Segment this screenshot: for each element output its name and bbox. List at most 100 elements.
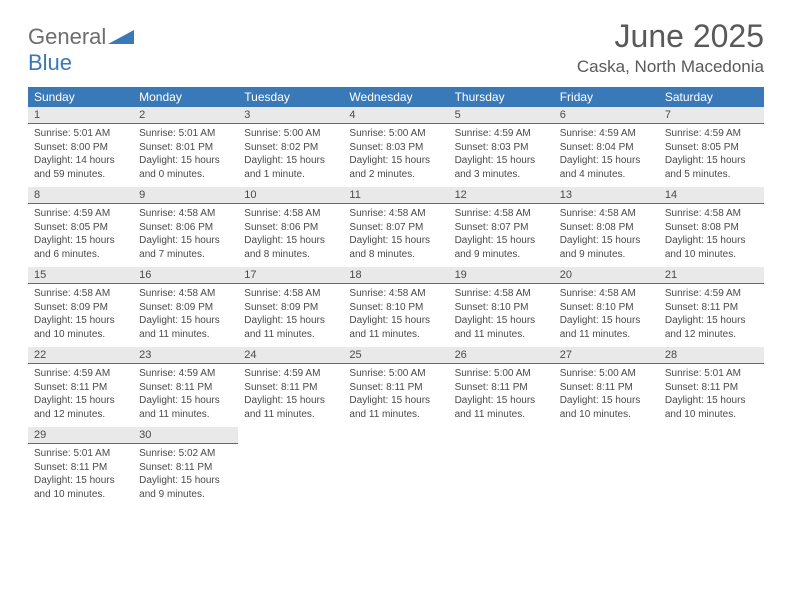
sunrise-text: Sunrise: 4:58 AM [560,207,653,221]
empty-daynum [343,427,448,443]
sunrise-text: Sunrise: 4:58 AM [455,287,548,301]
day-body: Sunrise: 5:01 AMSunset: 8:11 PMDaylight:… [28,444,133,501]
sunrise-text: Sunrise: 5:00 AM [349,127,442,141]
daylight-text: Daylight: 15 hours and 11 minutes. [139,314,232,341]
day-cell: 19 Sunrise: 4:58 AMSunset: 8:10 PMDayligh… [449,267,554,347]
weekday-header: Saturday [659,87,764,107]
logo-word-2: Blue [28,50,72,75]
day-number: 23 [133,347,238,364]
daylight-text: Daylight: 15 hours and 0 minutes. [139,154,232,181]
day-number: 16 [133,267,238,284]
daylight-text: Daylight: 15 hours and 8 minutes. [244,234,337,261]
empty-daynum [238,427,343,443]
day-number: 13 [554,187,659,204]
day-number: 12 [449,187,554,204]
day-number: 3 [238,107,343,124]
day-cell: 14Sunrise: 4:58 AMSunset: 8:08 PMDayligh… [659,187,764,267]
sunset-text: Sunset: 8:05 PM [34,221,127,235]
daylight-text: Daylight: 15 hours and 3 minutes. [455,154,548,181]
sunset-text: Sunset: 8:07 PM [455,221,548,235]
week-row: 29Sunrise: 5:01 AMSunset: 8:11 PMDayligh… [28,427,764,507]
day-body: Sunrise: 4:58 AMSunset: 8:10 PMDaylight:… [554,284,659,341]
daylight-text: Daylight: 15 hours and 11 minutes. [349,314,442,341]
sunrise-text: Sunrise: 4:59 AM [244,367,337,381]
day-number: 24 [238,347,343,364]
day-number: 20 [554,267,659,284]
sunset-text: Sunset: 8:11 PM [139,381,232,395]
daylight-text: Daylight: 15 hours and 11 minutes. [560,314,653,341]
day-cell [238,427,343,507]
day-number: 27 [554,347,659,364]
month-title: June 2025 [577,18,764,55]
day-cell: 9Sunrise: 4:58 AMSunset: 8:06 PMDaylight… [133,187,238,267]
sunrise-text: Sunrise: 4:59 AM [34,367,127,381]
day-body: Sunrise: 4:59 AMSunset: 8:11 PMDaylight:… [133,364,238,421]
day-body: Sunrise: 5:00 AMSunset: 8:02 PMDaylight:… [238,124,343,181]
day-number: 1 [28,107,133,124]
day-number: 22 [28,347,133,364]
day-cell: 22Sunrise: 4:59 AMSunset: 8:11 PMDayligh… [28,347,133,427]
sunrise-text: Sunrise: 4:58 AM [560,287,653,301]
daylight-text: Daylight: 15 hours and 8 minutes. [349,234,442,261]
day-body: Sunrise: 4:58 AMSunset: 8:10 PMDaylight:… [343,284,448,341]
day-number: 14 [659,187,764,204]
day-body: Sunrise: 4:58 AMSunset: 8:09 PMDaylight:… [238,284,343,341]
daylight-text: Daylight: 15 hours and 9 minutes. [139,474,232,501]
calendar-grid: Sunday Monday Tuesday Wednesday Thursday… [28,87,764,507]
sunrise-text: Sunrise: 4:58 AM [244,207,337,221]
daylight-text: Daylight: 15 hours and 11 minutes. [244,314,337,341]
day-cell [659,427,764,507]
sunrise-text: Sunrise: 4:59 AM [455,127,548,141]
day-number: 2 [133,107,238,124]
sunset-text: Sunset: 8:10 PM [349,301,442,315]
day-number: 18 [343,267,448,284]
day-cell: 18Sunrise: 4:58 AMSunset: 8:10 PMDayligh… [343,267,448,347]
day-cell: 26Sunrise: 5:00 AMSunset: 8:11 PMDayligh… [449,347,554,427]
day-number: 5 [449,107,554,124]
sunset-text: Sunset: 8:11 PM [349,381,442,395]
day-body: Sunrise: 5:00 AMSunset: 8:11 PMDaylight:… [554,364,659,421]
day-cell: 15Sunrise: 4:58 AMSunset: 8:09 PMDayligh… [28,267,133,347]
sunset-text: Sunset: 8:10 PM [455,301,548,315]
day-body: Sunrise: 4:58 AMSunset: 8:09 PMDaylight:… [133,284,238,341]
day-number: 7 [659,107,764,124]
day-body: Sunrise: 5:00 AMSunset: 8:11 PMDaylight:… [449,364,554,421]
logo-word-1: General [28,24,106,49]
day-cell: 28Sunrise: 5:01 AMSunset: 8:11 PMDayligh… [659,347,764,427]
daylight-text: Daylight: 15 hours and 12 minutes. [665,314,758,341]
day-number: 19 [449,267,554,284]
day-cell: 10Sunrise: 4:58 AMSunset: 8:06 PMDayligh… [238,187,343,267]
day-cell [554,427,659,507]
week-row: 22Sunrise: 4:59 AMSunset: 8:11 PMDayligh… [28,347,764,427]
sunrise-text: Sunrise: 5:01 AM [665,367,758,381]
page-header: General Blue June 2025 Caska, North Mace… [28,18,764,77]
sunset-text: Sunset: 8:11 PM [455,381,548,395]
day-number: 9 [133,187,238,204]
weekday-header: Thursday [449,87,554,107]
sunset-text: Sunset: 8:08 PM [560,221,653,235]
empty-daynum [449,427,554,443]
sunset-text: Sunset: 8:01 PM [139,141,232,155]
day-cell [449,427,554,507]
daylight-text: Daylight: 15 hours and 11 minutes. [349,394,442,421]
day-number: 26 [449,347,554,364]
week-row: 8Sunrise: 4:59 AMSunset: 8:05 PMDaylight… [28,187,764,267]
day-cell: 11Sunrise: 4:58 AMSunset: 8:07 PMDayligh… [343,187,448,267]
sunrise-text: Sunrise: 5:02 AM [139,447,232,461]
sunrise-text: Sunrise: 4:59 AM [665,287,758,301]
sunset-text: Sunset: 8:09 PM [139,301,232,315]
daylight-text: Daylight: 15 hours and 10 minutes. [560,394,653,421]
day-body: Sunrise: 5:00 AMSunset: 8:03 PMDaylight:… [343,124,448,181]
day-cell: 24Sunrise: 4:59 AMSunset: 8:11 PMDayligh… [238,347,343,427]
day-cell: 1Sunrise: 5:01 AMSunset: 8:00 PMDaylight… [28,107,133,187]
sunrise-text: Sunrise: 5:00 AM [244,127,337,141]
sunrise-text: Sunrise: 4:58 AM [34,287,127,301]
daylight-text: Daylight: 15 hours and 11 minutes. [455,314,548,341]
day-number: 10 [238,187,343,204]
sunset-text: Sunset: 8:00 PM [34,141,127,155]
day-body: Sunrise: 4:59 AMSunset: 8:03 PMDaylight:… [449,124,554,181]
empty-daynum [554,427,659,443]
sunset-text: Sunset: 8:11 PM [560,381,653,395]
sunrise-text: Sunrise: 4:58 AM [455,207,548,221]
day-cell: 21Sunrise: 4:59 AMSunset: 8:11 PMDayligh… [659,267,764,347]
